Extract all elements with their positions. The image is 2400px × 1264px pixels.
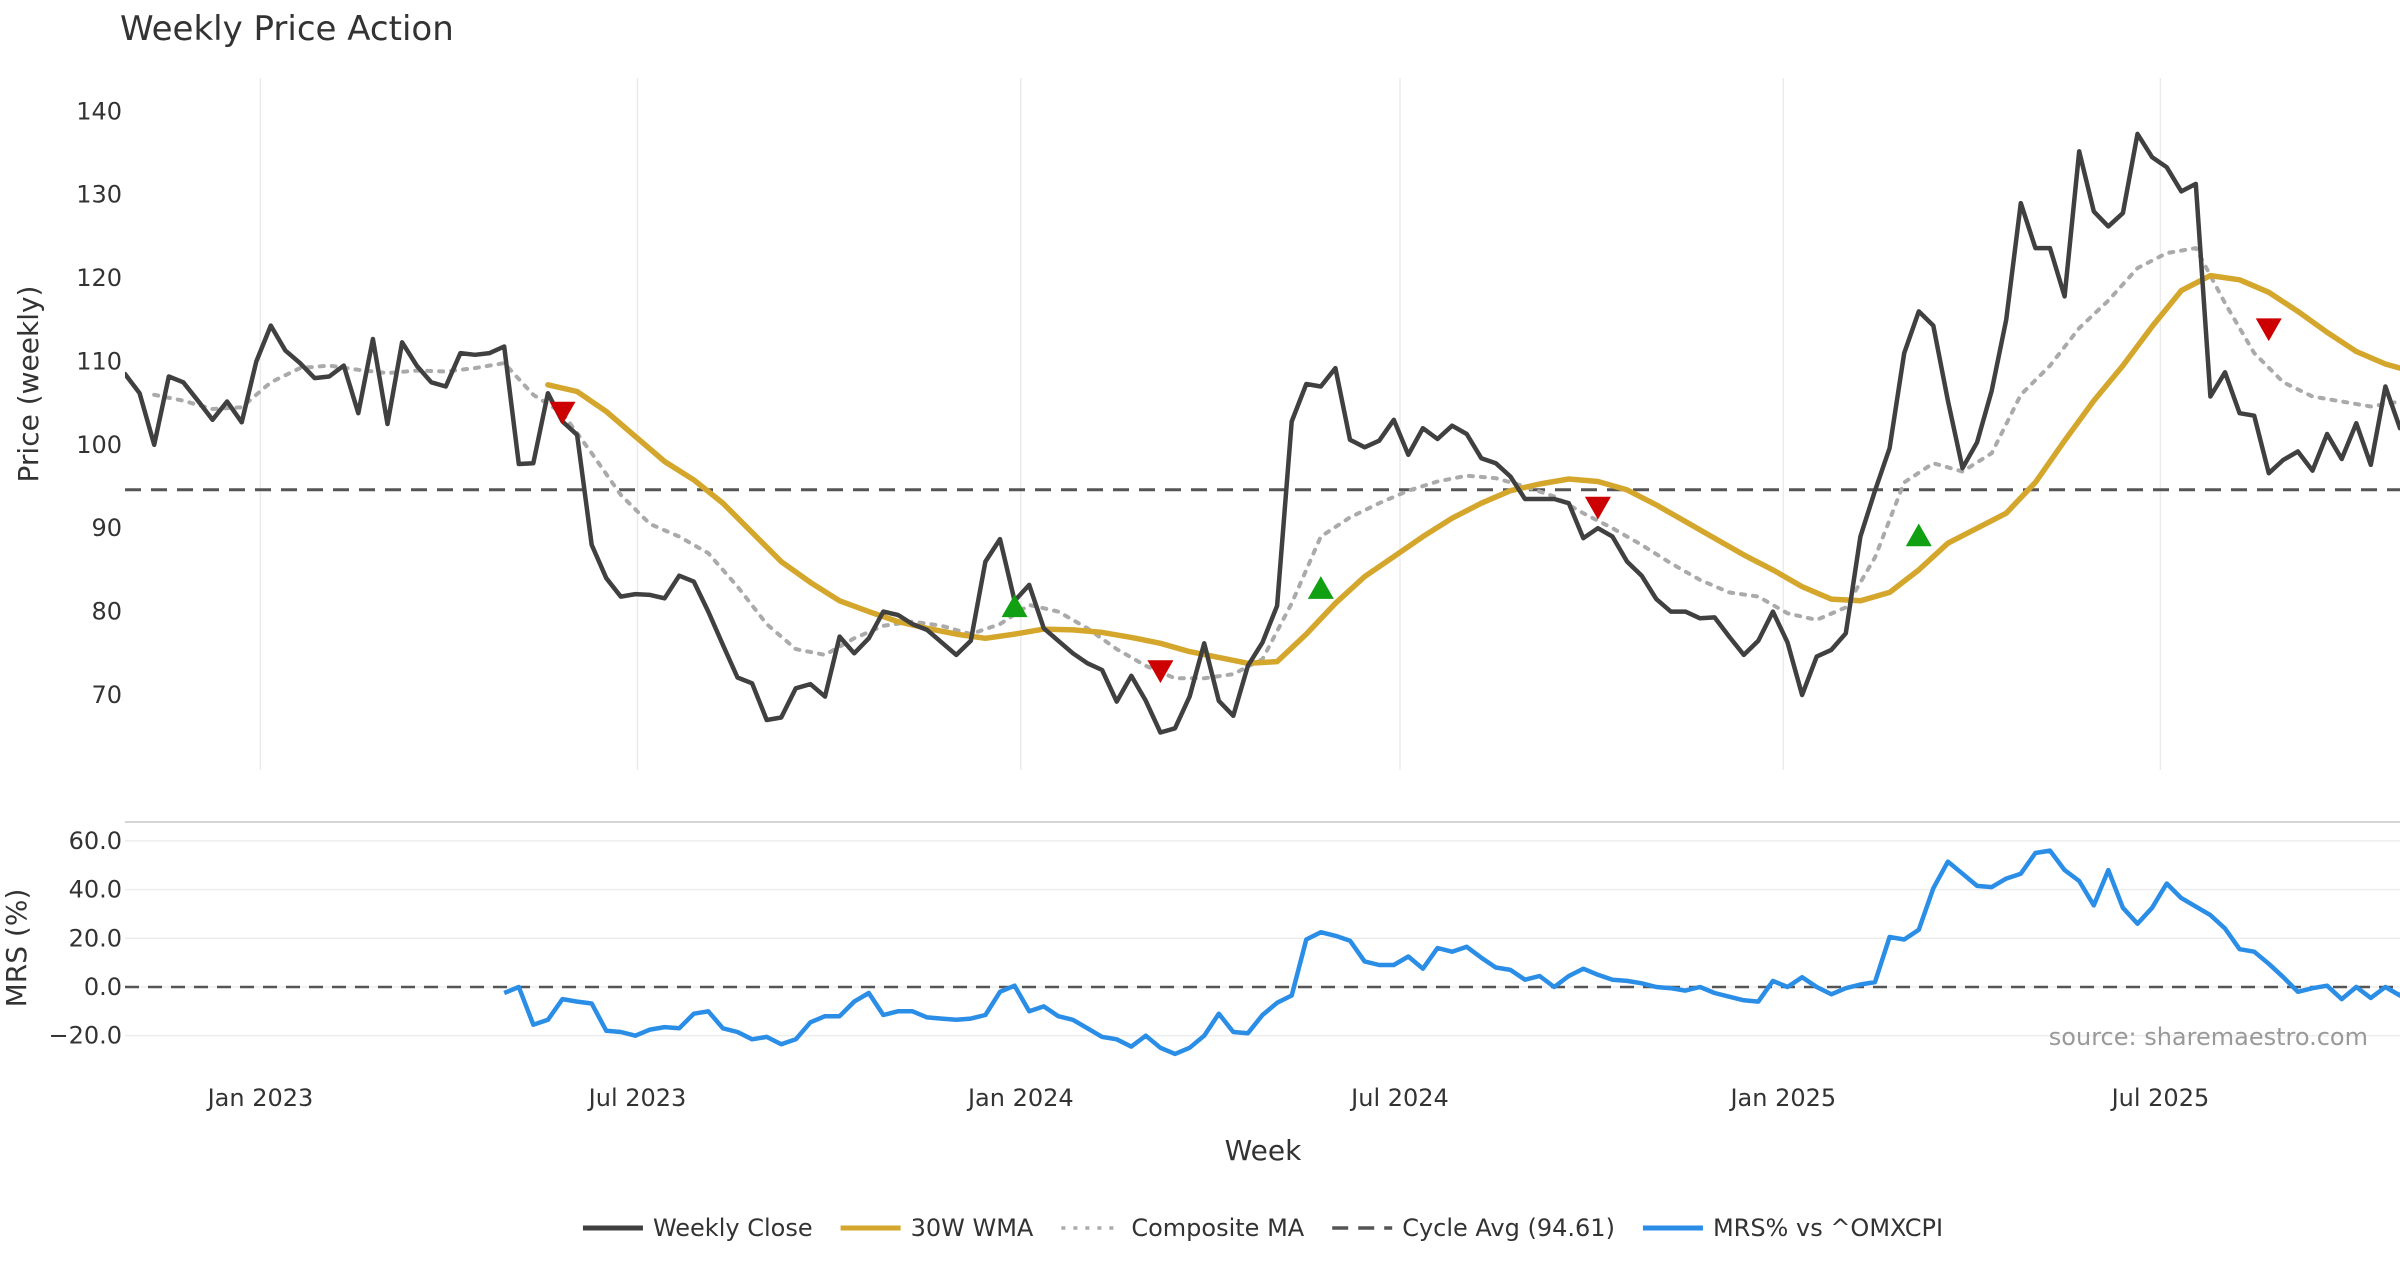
mrs-y-tick-label: 20.0	[69, 924, 122, 952]
source-annotation: source: sharemaestro.com	[2049, 1023, 2368, 1051]
mrs-y-tick-label: 0.0	[84, 973, 122, 1001]
sell-signal-marker	[549, 401, 576, 425]
legend-label: Cycle Avg (94.61)	[1402, 1214, 1615, 1242]
chart-title: Weekly Price Action	[120, 9, 454, 49]
sell-signal-marker	[2255, 318, 2282, 342]
price-y-tick-label: 130	[76, 181, 122, 209]
x-axis: Jan 2023 Jul 2023 Jan 2024 Jul 2024 Jan 2025…	[206, 1084, 2210, 1112]
price-y-tick-label: 70	[91, 681, 122, 709]
legend-item-30w-wma: 30W WMA	[840, 1214, 1034, 1242]
series-weekly-close	[125, 131, 2400, 735]
series-composite-ma	[152, 246, 2400, 681]
buy-signal-marker	[1001, 594, 1028, 618]
legend-item-weekly-close: Weekly Close	[582, 1214, 813, 1242]
buy-signal-marker	[1307, 576, 1334, 599]
legend-label: Weekly Close	[653, 1214, 813, 1242]
series-mrs-vs-omxcpi	[503, 848, 2400, 1057]
price-y-tick-label: 100	[76, 431, 122, 459]
legend-label: Composite MA	[1131, 1214, 1304, 1242]
series-30w-wma	[545, 272, 2400, 667]
mrs-panel: −20.0 0.0 20.0 40.0 60.0	[48, 821, 2400, 1057]
legend-label: 30W WMA	[911, 1214, 1034, 1242]
x-tick-label: Jul 2024	[1349, 1084, 1449, 1112]
x-tick-label: Jan 2025	[1728, 1084, 1836, 1112]
price-y-tick-label: 80	[91, 598, 122, 626]
legend-item-composite-ma: Composite MA	[1061, 1214, 1305, 1242]
price-y-tick-label: 120	[76, 264, 122, 292]
price-y-tick-label: 90	[91, 514, 122, 542]
price-panel: 70 80 90 100 110 120 130 140	[76, 78, 2400, 770]
mrs-y-tick-label: 60.0	[69, 827, 122, 855]
legend-item-cycle-avg-94-61: Cycle Avg (94.61)	[1332, 1214, 1615, 1242]
sell-signal-marker	[1147, 660, 1174, 683]
mrs-y-tick-label: −20.0	[48, 1022, 122, 1050]
x-tick-label: Jul 2025	[2110, 1084, 2210, 1112]
mrs-y-tick-label: 40.0	[69, 876, 122, 904]
price-y-tick-label: 140	[76, 97, 122, 125]
buy-signal-marker	[1905, 523, 1932, 547]
price-y-axis-label: Price (weekly)	[12, 286, 45, 483]
mrs-y-axis-label: MRS (%)	[0, 889, 33, 1008]
sell-signal-marker	[1584, 496, 1611, 520]
x-tick-label: Jan 2023	[206, 1084, 314, 1112]
legend-item-mrs-vs-omxcpi: MRS% vs ^OMXCPI	[1642, 1214, 1943, 1242]
legend-label: MRS% vs ^OMXCPI	[1713, 1214, 1943, 1242]
x-tick-label: Jan 2024	[966, 1084, 1074, 1112]
x-axis-label: Week	[1225, 1134, 1302, 1167]
legend: Weekly Close 30W WMA Composite MA Cycle Avg…	[582, 1214, 1943, 1242]
price-y-tick-label: 110	[76, 347, 122, 375]
x-tick-label: Jul 2023	[587, 1084, 687, 1112]
